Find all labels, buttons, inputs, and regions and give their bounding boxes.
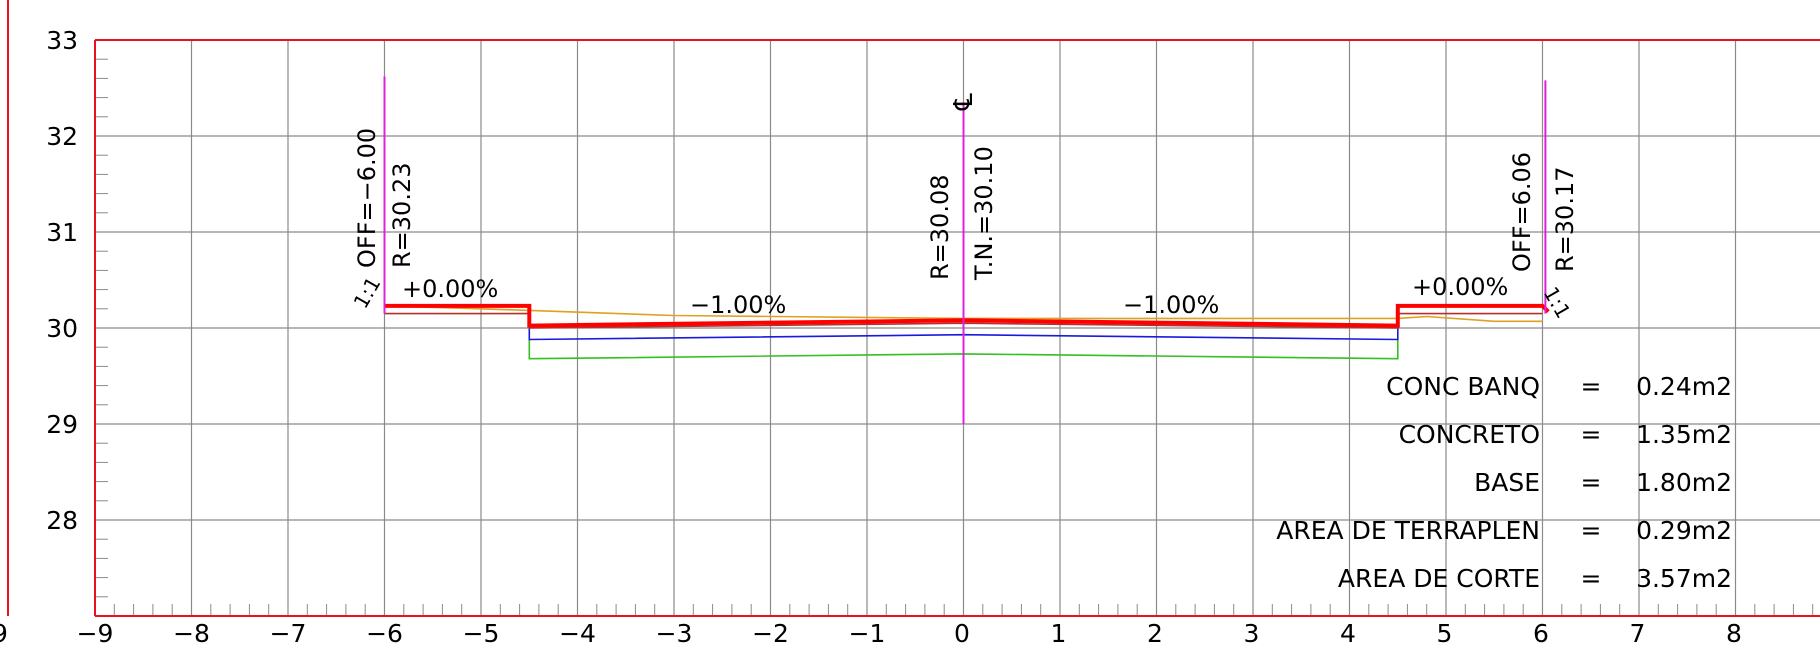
x-tick-label: −2 bbox=[752, 619, 789, 648]
x-tick-label: −5 bbox=[463, 619, 500, 648]
area-equals: = bbox=[1581, 516, 1602, 545]
area-value: 0.24m2 bbox=[1636, 372, 1732, 401]
y-tick-label: 30 bbox=[46, 314, 78, 343]
x-tick-label: −6 bbox=[366, 619, 403, 648]
x-tick-label: 5 bbox=[1437, 619, 1453, 648]
x-tick-label: 6 bbox=[1533, 619, 1549, 648]
x-tick-label: 7 bbox=[1630, 619, 1646, 648]
x-tick-label: 8 bbox=[1726, 619, 1742, 648]
x-tick-label: 4 bbox=[1340, 619, 1356, 648]
right-slope-label: 1:1 bbox=[1539, 283, 1576, 323]
centerline-symbol: ℄ bbox=[949, 93, 979, 111]
y-tick-labels: 33 32 31 30 29 28 bbox=[46, 26, 78, 535]
area-summary: CONC BANQ = 0.24m2 CONCRETO = 1.35m2 BAS… bbox=[1276, 372, 1732, 593]
area-name: CONCRETO bbox=[1399, 420, 1540, 449]
center-elevation-label: R=30.08 bbox=[926, 175, 954, 281]
x-tick-labels: 9 −9 −8 −7 −6 −5 −4 −3 −2 −1 0 1 2 3 4 5… bbox=[0, 619, 1742, 648]
x-tick-label: −8 bbox=[173, 619, 210, 648]
left-offset-label: OFF=−6.00 bbox=[353, 128, 381, 268]
left-slope-label: 1:1 bbox=[349, 273, 386, 313]
area-equals: = bbox=[1581, 420, 1602, 449]
x-tick-label: −3 bbox=[656, 619, 693, 648]
area-equals: = bbox=[1581, 564, 1602, 593]
y-tick-label: 31 bbox=[46, 218, 78, 247]
area-equals: = bbox=[1581, 372, 1602, 401]
area-equals: = bbox=[1581, 468, 1602, 497]
x-tick-label: −9 bbox=[77, 619, 114, 648]
right-elevation-label: R=30.17 bbox=[1551, 167, 1579, 273]
area-value: 1.80m2 bbox=[1636, 468, 1732, 497]
existing-ground-line bbox=[384, 305, 1543, 323]
grade-left-lane: −1.00% bbox=[690, 291, 786, 319]
y-tick-label: 28 bbox=[46, 506, 78, 535]
area-name: AREA DE CORTE bbox=[1338, 564, 1540, 593]
area-value: 3.57m2 bbox=[1636, 564, 1732, 593]
x-tick-label: 1 bbox=[1051, 619, 1067, 648]
x-tick-label: −7 bbox=[270, 619, 307, 648]
grade-left-shoulder: +0.00% bbox=[402, 275, 498, 303]
area-name: AREA DE TERRAPLEN bbox=[1276, 516, 1540, 545]
existing-ground-label: T.N.=30.10 bbox=[970, 146, 998, 281]
right-offset-label: OFF=6.06 bbox=[1508, 152, 1536, 272]
area-value: 1.35m2 bbox=[1636, 420, 1732, 449]
x-tick-label: 3 bbox=[1244, 619, 1260, 648]
x-tick-label: 0 bbox=[954, 619, 970, 648]
section-profiles bbox=[383, 76, 1550, 424]
x-tick-label: −1 bbox=[849, 619, 886, 648]
left-elevation-label: R=30.23 bbox=[388, 163, 416, 269]
x-tick-label: 2 bbox=[1147, 619, 1163, 648]
y-tick-label: 32 bbox=[46, 122, 78, 151]
grade-right-lane: −1.00% bbox=[1123, 291, 1219, 319]
area-name: BASE bbox=[1474, 468, 1540, 497]
area-name: CONC BANQ bbox=[1386, 372, 1540, 401]
y-tick-label: 29 bbox=[46, 410, 78, 439]
design-surface-line bbox=[384, 303, 1550, 328]
grade-right-shoulder: +0.00% bbox=[1412, 273, 1508, 301]
x-tick-label: 9 bbox=[0, 619, 8, 648]
y-tick-label: 33 bbox=[46, 26, 78, 55]
grid-lines bbox=[95, 40, 1820, 616]
area-value: 0.29m2 bbox=[1636, 516, 1732, 545]
x-tick-label: −4 bbox=[559, 619, 596, 648]
